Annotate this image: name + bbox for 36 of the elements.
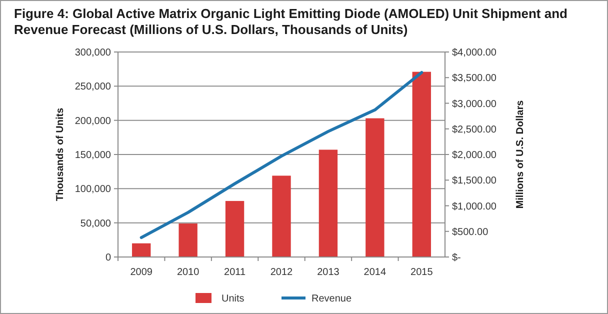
- x-tick-label: 2012: [270, 267, 294, 278]
- bar: [318, 150, 338, 257]
- y2-tick-label: $-: [452, 252, 461, 264]
- y-tick-label: 150,000: [74, 150, 112, 161]
- x-tick-label: 2010: [176, 267, 200, 278]
- y2-tick-label: $1,000.00: [452, 201, 497, 212]
- bar: [412, 72, 431, 257]
- chart-title: Figure 4: Global Active Matrix Organic Light Emitting Diode (AMOLED) Unit Shipment and Revenue Forecast (Millions of U.S. Dollars, Thousands of Units): [14, 6, 568, 37]
- y-tick-label: 50,000: [80, 218, 112, 230]
- y-axis-title: Thousands of Units: [55, 107, 66, 202]
- x-tick-label: 2009: [130, 267, 153, 278]
- bar: [272, 176, 291, 257]
- y2-tick-label: $500.00: [452, 226, 489, 238]
- legend-label: Revenue: [312, 294, 352, 304]
- y2-tick-label: $3,000.00: [452, 98, 497, 110]
- x-tick-label: 2011: [224, 267, 246, 278]
- x-tick-label: 2014: [364, 267, 386, 278]
- y2-tick-label: $3,500.00: [452, 73, 497, 84]
- y-tick-label: 250,000: [74, 82, 112, 93]
- y2-tick-label: $2,500.00: [452, 124, 497, 136]
- y2-tick-label: $4,000.00: [452, 48, 497, 58]
- y-tick-label: 200,000: [74, 116, 112, 127]
- bar: [225, 200, 244, 257]
- y-tick-label: 300,000: [74, 48, 112, 58]
- legend-label: Units: [222, 294, 244, 304]
- y-tick-label: 0: [105, 252, 112, 264]
- y2-tick-label: $2,000.00: [452, 150, 497, 161]
- y2-tick-label: $1,500.00: [452, 176, 497, 187]
- x-tick-label: 2013: [317, 267, 340, 278]
- y-tick-label: 100,000: [74, 184, 112, 196]
- bar: [132, 243, 151, 257]
- bar: [178, 224, 198, 257]
- bar: [366, 118, 384, 257]
- line-series: [140, 71, 424, 240]
- x-tick-label: 2015: [410, 267, 434, 278]
- y2-axis-title: Millions of U.S. Dollars: [515, 100, 526, 209]
